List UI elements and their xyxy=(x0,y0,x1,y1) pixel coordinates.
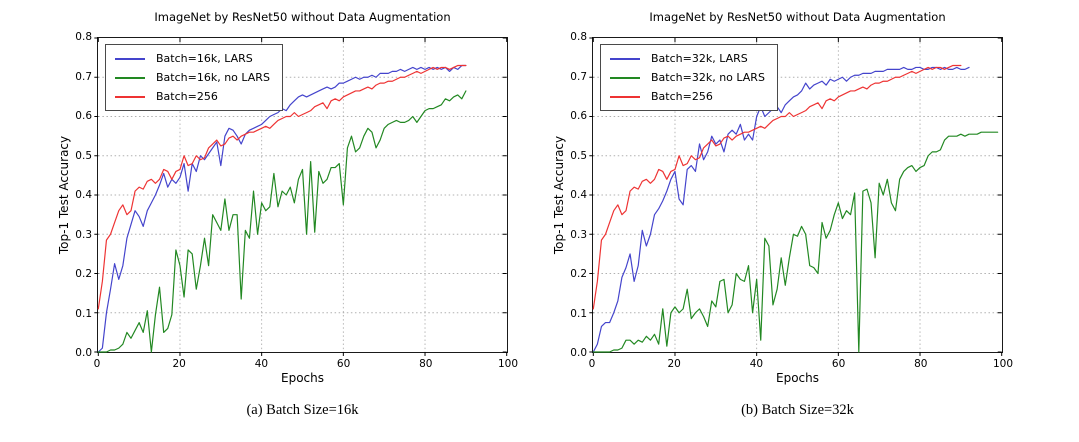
line-chart xyxy=(94,37,508,356)
panel-caption: (b) Batch Size=32k xyxy=(741,402,854,418)
legend: Batch=16k, LARS Batch=16k, no LARS Batch… xyxy=(105,44,283,111)
legend-line-blue xyxy=(610,57,640,60)
y-tick-label: 0.6 xyxy=(75,110,92,122)
plot-area: Batch=16k, LARS Batch=16k, no LARS Batch… xyxy=(94,37,508,356)
x-tick-label: 80 xyxy=(914,358,928,370)
y-tick-label: 0.5 xyxy=(570,149,587,162)
x-tick-label: 100 xyxy=(497,358,519,370)
legend-entry: Batch=256 xyxy=(610,87,765,106)
x-tick-label: 80 xyxy=(419,358,433,370)
y-tick-label: 0.3 xyxy=(75,228,92,241)
x-tick-label: 0 xyxy=(588,358,596,370)
y-tick-label: 0.0 xyxy=(570,347,587,359)
legend-line-green xyxy=(115,76,145,79)
y-tick-label: 0.0 xyxy=(75,347,92,359)
x-tick-label: 20 xyxy=(172,358,186,370)
y-tick-label: 0.2 xyxy=(75,268,92,280)
legend-entry: Batch=16k, no LARS xyxy=(115,68,270,87)
figure-batch-16k: ImageNet by ResNet50 without Data Augmen… xyxy=(57,10,519,418)
figure-batch-32k: ImageNet by ResNet50 without Data Augmen… xyxy=(495,0,1035,442)
chart-title: ImageNet by ResNet50 without Data Augmen… xyxy=(649,10,946,24)
line-chart xyxy=(589,37,1003,356)
legend-entry: Batch=256 xyxy=(115,87,270,106)
legend-label: Batch=16k, LARS xyxy=(156,52,253,65)
y-tick-label: 0.7 xyxy=(75,70,92,83)
legend-entry: Batch=32k, LARS xyxy=(610,49,765,68)
legend-line-blue xyxy=(115,57,145,60)
y-tick-label: 0.7 xyxy=(570,70,587,83)
x-tick-label: 0 xyxy=(93,358,101,370)
legend-line-red xyxy=(610,95,640,98)
x-tick-label: 20 xyxy=(667,358,681,370)
y-tick-label: 0.4 xyxy=(570,189,587,201)
legend-label: Batch=32k, no LARS xyxy=(651,71,765,84)
legend: Batch=32k, LARS Batch=32k, no LARS Batch… xyxy=(600,44,778,111)
legend-entry: Batch=16k, LARS xyxy=(115,49,270,68)
y-tick-label: 0.6 xyxy=(570,110,587,122)
y-tick-label: 0.4 xyxy=(75,189,92,201)
legend-label: Batch=16k, no LARS xyxy=(156,71,270,84)
panel-caption: (a) Batch Size=16k xyxy=(246,402,359,418)
y-tick-label: 0.2 xyxy=(570,268,587,280)
legend-entry: Batch=32k, no LARS xyxy=(610,68,765,87)
x-axis-label: Epochs xyxy=(281,371,324,385)
y-tick-label: 0.8 xyxy=(75,31,92,43)
y-tick-label: 0.1 xyxy=(75,307,92,320)
x-axis-label: Epochs xyxy=(776,371,819,385)
legend-label: Batch=256 xyxy=(156,90,218,103)
legend-line-green xyxy=(610,76,640,79)
legend-label: Batch=256 xyxy=(651,90,713,103)
y-tick-label: 0.5 xyxy=(75,149,92,162)
y-tick-label: 0.8 xyxy=(570,31,587,43)
x-tick-label: 40 xyxy=(254,358,269,370)
y-tick-label: 0.1 xyxy=(570,307,587,320)
legend-line-red xyxy=(115,95,145,98)
x-tick-label: 40 xyxy=(749,358,764,370)
legend-label: Batch=32k, LARS xyxy=(651,52,748,65)
y-tick-label: 0.3 xyxy=(570,228,587,241)
chart-title: ImageNet by ResNet50 without Data Augmen… xyxy=(154,10,451,24)
x-tick-label: 100 xyxy=(992,358,1014,370)
x-tick-label: 60 xyxy=(831,358,846,370)
plot-area: Batch=32k, LARS Batch=32k, no LARS Batch… xyxy=(589,37,1003,356)
x-tick-label: 60 xyxy=(336,358,351,370)
